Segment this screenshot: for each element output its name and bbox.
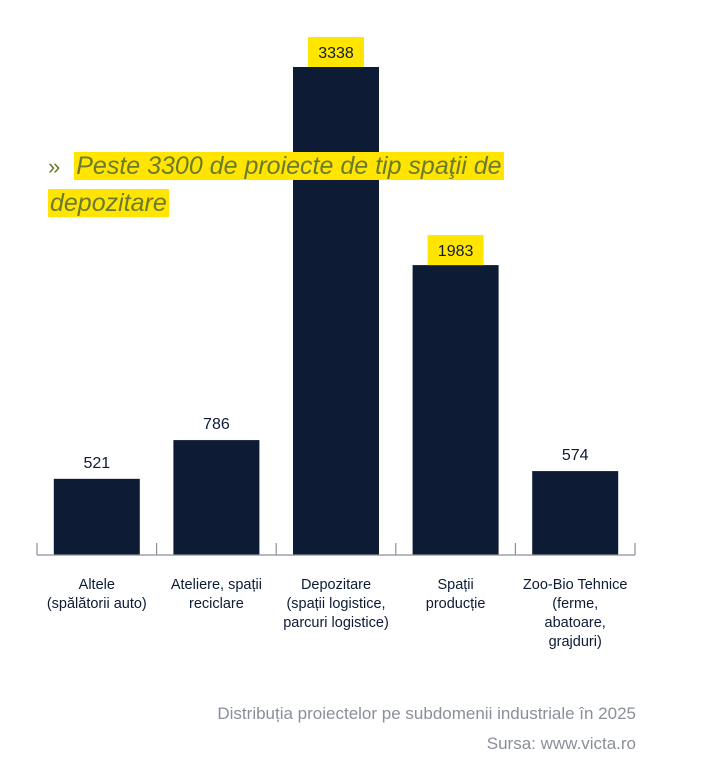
bars-layer	[53, 67, 619, 555]
bar-3	[293, 67, 379, 555]
chart-annotation: » Peste 3300 de proiecte de tip spaţii de…	[48, 148, 508, 221]
x-axis	[36, 543, 636, 556]
value-label-4: 1983	[438, 243, 474, 260]
chart-title: Distribuția proiectelor pe subdomenii in…	[217, 704, 636, 723]
annotation-text: Peste 3300 de proiecte de tip spaţii de …	[48, 152, 504, 217]
chevron-right-icon: »	[48, 154, 61, 179]
value-label-2: 786	[203, 416, 230, 433]
bar-1	[53, 478, 140, 555]
value-label-highlight	[308, 37, 364, 67]
category-label-3: Depozitare (spații logistice, parcuri logi…	[283, 577, 389, 631]
bar-5	[532, 471, 619, 555]
value-label-1: 521	[83, 455, 110, 472]
category-label-4: Spații producție	[426, 577, 486, 612]
value-label-highlight	[427, 235, 484, 266]
bar-4	[412, 265, 499, 555]
value-label-3: 3338	[318, 45, 354, 62]
bar-2	[173, 440, 260, 555]
labels-layer: 521 Altele (spălătorii auto) 786 Ateliere, s…	[47, 37, 628, 650]
category-label-2: Ateliere, spații reciclare	[171, 577, 262, 612]
value-label-5: 574	[562, 447, 589, 464]
chart-source: Sursa: www.victa.ro	[486, 734, 636, 753]
category-label-5: Zoo-Bio Tehnice (ferme, abatoare, grajduri)	[523, 577, 628, 650]
category-label-1: Altele (spălătorii auto)	[47, 577, 147, 612]
